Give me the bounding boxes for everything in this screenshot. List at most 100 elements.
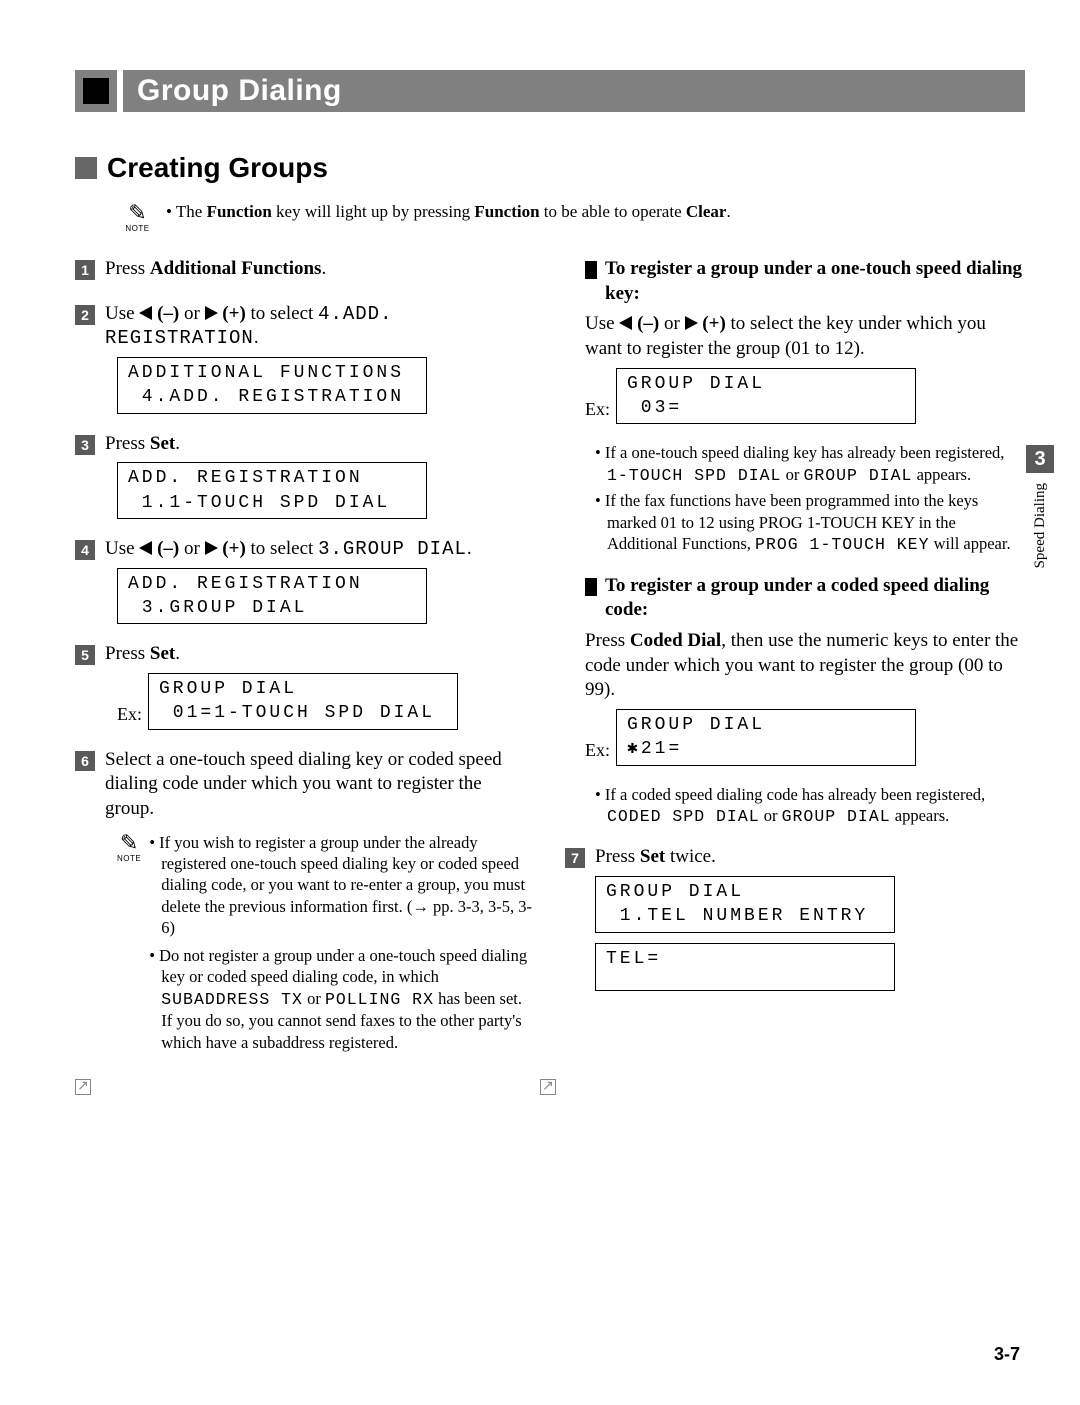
text: or	[179, 538, 204, 559]
lcd-display: ADDITIONAL FUNCTIONS 4.ADD. REGISTRATION	[117, 357, 535, 414]
step-body: Use (–) or (+) to select 4.ADD. REGISTRA…	[105, 302, 535, 351]
text: to be able to operate	[540, 202, 686, 221]
menu-code: 3.GROUP DIAL	[318, 538, 467, 560]
note-icon: ✎ NOTE	[115, 202, 160, 233]
text: or	[303, 989, 325, 1008]
bullet-item: If a coded speed dialing code has alread…	[595, 784, 1025, 828]
lcd-line: ADD. REGISTRATION	[128, 574, 363, 594]
top-note: ✎ NOTE The Function key will light up by…	[115, 202, 1025, 233]
bullet-item: If a one-touch speed dialing key has alr…	[595, 442, 1025, 486]
side-tab: 3 Speed Dialing	[1026, 445, 1054, 568]
left-arrow-icon	[619, 316, 632, 330]
continuation-mark-icon: ↗	[540, 1079, 556, 1095]
menu-code: CODED SPD DIAL	[607, 807, 760, 826]
step-3: 3 Press Set.	[75, 432, 535, 457]
note-item: Do not register a group under a one-touc…	[149, 945, 535, 1053]
text: .	[467, 538, 472, 559]
chapter-header: Group Dialing	[75, 70, 1025, 112]
menu-code: 1-TOUCH SPD DIAL	[607, 466, 781, 485]
chapter-number-badge: 3	[1026, 445, 1054, 473]
text: .	[726, 202, 730, 221]
note-label: NOTE	[115, 224, 160, 233]
lcd-line: TEL=	[606, 949, 661, 969]
key-name: Additional Functions	[150, 258, 322, 279]
step-number: 5	[75, 645, 95, 665]
text: Do not register a group under a one-touc…	[159, 946, 527, 986]
lcd-line: 01=1-TOUCH SPD DIAL	[159, 703, 435, 723]
left-arrow-icon	[139, 541, 152, 555]
example-label: Ex:	[585, 739, 610, 765]
menu-code: GROUP DIAL	[782, 807, 891, 826]
step-number: 4	[75, 540, 95, 560]
menu-code: POLLING RX	[325, 990, 434, 1009]
subsection-title: To register a group under a coded speed …	[605, 574, 1025, 623]
right-arrow-icon	[685, 316, 698, 330]
note-icon: ✎ NOTE	[117, 832, 141, 1059]
step-5: 5 Press Set.	[75, 642, 535, 667]
lcd-line: 3.GROUP DIAL	[128, 598, 307, 618]
lcd-screen: TEL=	[595, 943, 895, 991]
text: twice.	[665, 846, 716, 867]
text: The	[176, 202, 207, 221]
key-name: (+)	[218, 303, 246, 324]
text: appears.	[912, 465, 971, 484]
lcd-line: ADDITIONAL FUNCTIONS	[128, 363, 404, 383]
text: or	[781, 465, 803, 484]
step-1: 1 Press Additional Functions.	[75, 257, 535, 282]
key-name: Clear	[686, 202, 727, 221]
step-body: Use (–) or (+) to select 3.GROUP DIAL.	[105, 537, 535, 562]
lcd-line: GROUP DIAL	[159, 679, 297, 699]
text: Use	[105, 303, 139, 324]
step-body: Press Set.	[105, 642, 535, 667]
text: If a coded speed dialing code has alread…	[605, 785, 985, 804]
text: .	[321, 258, 326, 279]
text: or	[659, 313, 684, 334]
left-arrow-icon	[139, 306, 152, 320]
subsection-a-para: Use (–) or (+) to select the key under w…	[585, 312, 1025, 361]
lcd-line: GROUP DIAL	[606, 882, 744, 902]
lcd-screen: GROUP DIAL 01=1-TOUCH SPD DIAL	[148, 673, 458, 730]
lcd-line: ✱21=	[627, 739, 682, 759]
lcd-line: 4.ADD. REGISTRATION	[128, 387, 404, 407]
lcd-display: GROUP DIAL 1.TEL NUMBER ENTRY	[595, 876, 1025, 933]
step-number: 1	[75, 260, 95, 280]
lcd-display: Ex: GROUP DIAL ✱21=	[585, 709, 1025, 766]
step-body: Press Set.	[105, 432, 535, 457]
text: appears.	[891, 806, 950, 825]
note-list: If you wish to register a group under th…	[149, 832, 535, 1059]
text: key will light up by pressing	[272, 202, 475, 221]
subsection-marker-icon	[585, 578, 597, 596]
text: Use	[585, 313, 619, 334]
lcd-screen: GROUP DIAL 1.TEL NUMBER ENTRY	[595, 876, 895, 933]
pencil-icon: ✎	[117, 832, 141, 854]
right-column: To register a group under a one-touch sp…	[565, 257, 1025, 1059]
text: Use	[105, 538, 139, 559]
key-name: Function	[474, 202, 539, 221]
key-name: (–)	[632, 313, 659, 334]
step-4: 4 Use (–) or (+) to select 3.GROUP DIAL.	[75, 537, 535, 562]
note-label: NOTE	[117, 854, 141, 864]
chapter-title: Group Dialing	[123, 70, 1025, 112]
pencil-icon: ✎	[115, 202, 160, 224]
two-column-layout: 1 Press Additional Functions. 2 Use (–) …	[75, 257, 1025, 1059]
side-tab-label: Speed Dialing	[1032, 483, 1049, 568]
example-label: Ex:	[117, 703, 142, 729]
lcd-screen: GROUP DIAL ✱21=	[616, 709, 916, 766]
lcd-screen: ADD. REGISTRATION 1.1-TOUCH SPD DIAL	[117, 462, 427, 519]
text: to select	[246, 303, 318, 324]
lcd-screen: GROUP DIAL 03=	[616, 368, 916, 425]
note-item: If you wish to register a group under th…	[149, 832, 535, 939]
text: will appear.	[929, 534, 1010, 553]
step-number: 3	[75, 435, 95, 455]
top-note-item: The Function key will light up by pressi…	[166, 202, 731, 222]
key-name: Function	[207, 202, 272, 221]
lcd-display: Ex: GROUP DIAL 03=	[585, 368, 1025, 425]
subsection-a-heading: To register a group under a one-touch sp…	[585, 257, 1025, 306]
text: to select	[246, 538, 318, 559]
text: or	[179, 303, 204, 324]
step-body: Press Set twice.	[595, 845, 1025, 870]
lcd-line: 1.1-TOUCH SPD DIAL	[128, 493, 390, 513]
menu-code: GROUP DIAL	[803, 466, 912, 485]
section-square-icon	[75, 157, 97, 179]
subsection-title: To register a group under a one-touch sp…	[605, 257, 1025, 306]
